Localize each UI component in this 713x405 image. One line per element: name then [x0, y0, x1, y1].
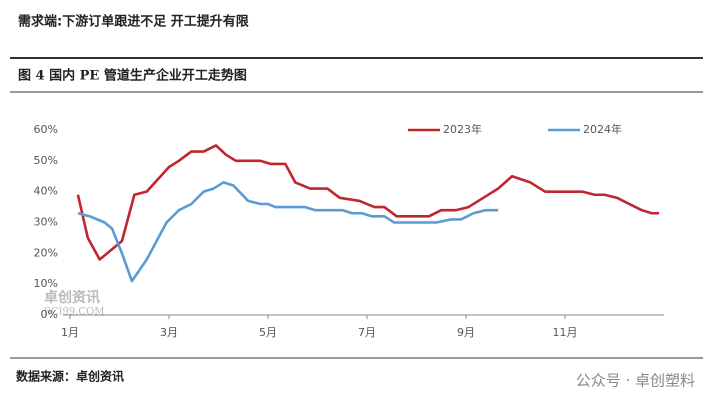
- figure-title: 图 4 国内 PE 管道生产企业开工走势图: [18, 68, 247, 84]
- line-series: [76, 144, 660, 261]
- y-tick-label: 30%: [34, 216, 58, 229]
- x-tick-label: 11月: [553, 326, 578, 339]
- x-tick-label: 3月: [160, 326, 178, 339]
- source: 数据来源：卓创资讯: [16, 369, 124, 384]
- y-tick-label: 10%: [34, 277, 58, 290]
- y-tick-label: 50%: [34, 154, 58, 167]
- x-tick-label: 5月: [259, 326, 277, 339]
- line-series: [77, 181, 499, 283]
- legend-label: 2023年: [443, 122, 482, 136]
- y-tick-label: 40%: [34, 185, 58, 198]
- x-tick-label: 7月: [358, 326, 376, 339]
- y-tick-label: 60%: [34, 123, 58, 136]
- x-tick-label: 1月: [61, 326, 79, 339]
- x-tick-label: 9月: [457, 326, 475, 339]
- watermark: SCI99.COM: [44, 307, 104, 318]
- legend-label: 2024年: [583, 122, 622, 136]
- header: 需求端:下游订单跟进不足 开工提升有限: [18, 14, 250, 30]
- y-tick-label: 20%: [34, 246, 58, 259]
- y-tick-label: 0%: [41, 308, 58, 321]
- footer-brand: 公众号 · 卓创塑料: [576, 372, 695, 390]
- watermark: 卓创资讯: [44, 289, 100, 306]
